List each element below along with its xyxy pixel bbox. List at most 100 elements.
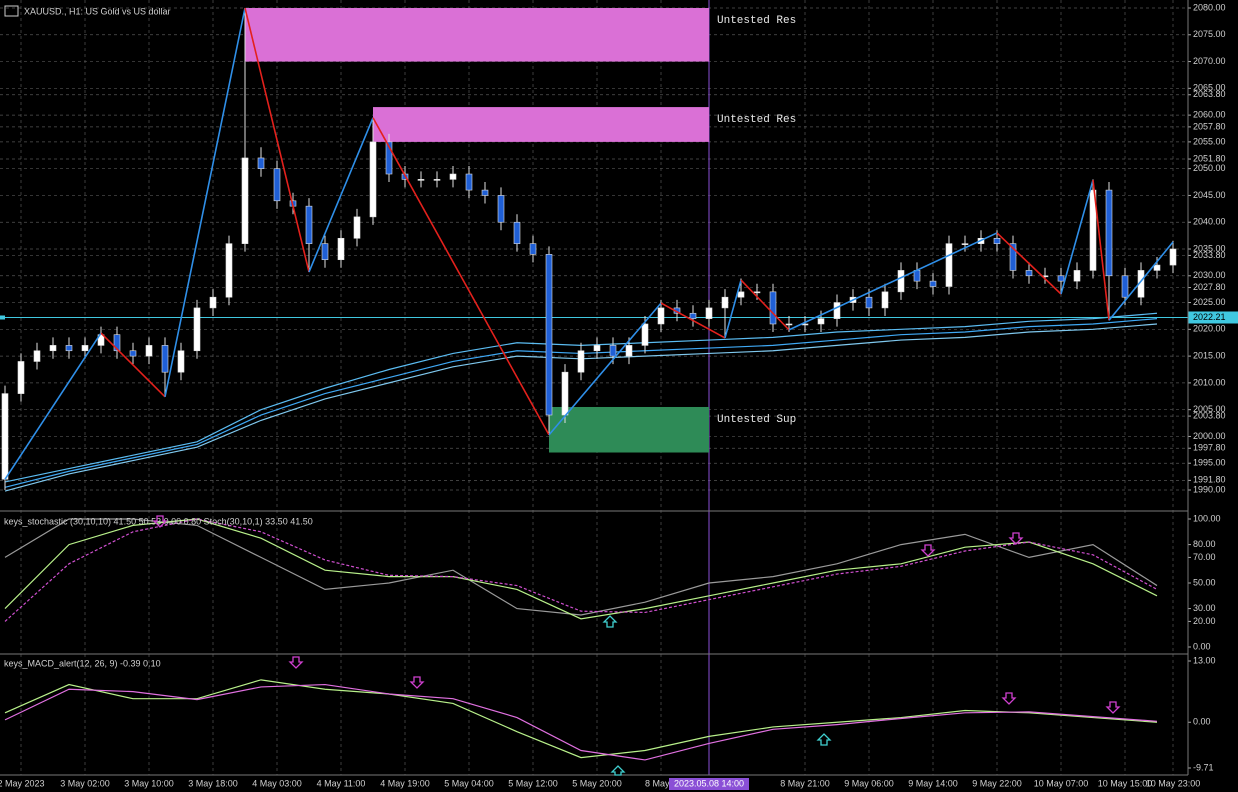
candle-body [721, 296, 729, 309]
down-arrow [1008, 532, 1024, 545]
macd-line [4, 683, 1158, 761]
y-tick-label: 2063.80 [1193, 89, 1226, 99]
x-tick-label: 4 May 19:00 [380, 778, 430, 788]
price-label: 2022.21 [1193, 312, 1226, 322]
y-tick-label: 20.00 [1193, 616, 1216, 626]
y-tick-label: 13.00 [1193, 655, 1216, 665]
zone [373, 107, 709, 142]
x-tick-label: 8 May 0 [645, 778, 677, 788]
candle-body [929, 280, 937, 287]
signal-arrows [602, 615, 832, 776]
zigzag-segment [100, 332, 166, 398]
zone-label: Untested Res [717, 114, 796, 126]
down-arrow [1105, 701, 1121, 714]
candle-body [561, 371, 569, 416]
candle-body [145, 345, 153, 357]
candle-body [449, 173, 457, 180]
zigzag-segment [548, 302, 662, 436]
candle-body [177, 350, 185, 373]
candle-body [897, 270, 905, 293]
candle-body [817, 318, 825, 325]
x-tick-label: 2 May 2023 [0, 778, 45, 788]
zone [549, 406, 709, 453]
candle-body [609, 345, 617, 357]
down-arrow [152, 515, 168, 528]
candle-body [321, 243, 329, 261]
x-tick-label: 4 May 11:00 [317, 778, 366, 788]
price-marker [0, 315, 5, 320]
macd-line [4, 679, 1158, 759]
x-tick-label: 3 May 10:00 [124, 778, 174, 788]
candle-body [161, 345, 169, 373]
up-arrow [610, 765, 626, 776]
y-tick-label: 2015.00 [1193, 350, 1226, 360]
y-tick-label: 1991.80 [1193, 475, 1226, 485]
candle-body [1057, 275, 1065, 282]
candle-body [49, 345, 57, 352]
candle-body [385, 141, 393, 175]
y-tick-label: 1990.00 [1193, 484, 1226, 494]
y-tick-label: 70.00 [1193, 552, 1216, 562]
candle-body [993, 237, 1001, 244]
y-tick-label: 2027.80 [1193, 282, 1226, 292]
zigzag-segment [1092, 179, 1110, 321]
x-tick-label: 3 May 18:00 [188, 778, 238, 788]
zone-label: Untested Sup [717, 414, 796, 426]
zone-label: Untested Res [717, 15, 796, 27]
candle-body [481, 189, 489, 196]
candle-body [865, 296, 873, 309]
candle-body [1089, 189, 1097, 271]
y-tick-label: 80.00 [1193, 539, 1216, 549]
crosshair-label: 2023.05.08 14:00 [674, 778, 744, 788]
y-tick-label: 100.00 [1193, 513, 1221, 523]
candle-body [1, 393, 9, 480]
candle-body [513, 221, 521, 244]
zigzag-segment [740, 279, 790, 331]
zone [245, 8, 709, 62]
zigzag-segment [1060, 179, 1094, 295]
zigzag-segment [308, 117, 374, 273]
x-tick-label: 3 May 02:00 [60, 778, 110, 788]
x-tick-label: 5 May 20:00 [572, 778, 622, 788]
candle-body [705, 307, 713, 319]
candle-body [785, 323, 793, 326]
x-tick-label: 9 May 06:00 [844, 778, 894, 788]
chart-title: XAUUSD., H1: US Gold vs US dollar [24, 6, 171, 16]
candle-body [833, 302, 841, 319]
candle-body [209, 296, 217, 309]
candle-body [577, 350, 585, 373]
y-tick-label: 2055.00 [1193, 136, 1226, 146]
y-tick-label: 2051.80 [1193, 153, 1226, 163]
macd-title: keys_MACD_alert(12, 26, 9) -0.39 0.10 [4, 658, 161, 668]
candle-body [193, 307, 201, 352]
candle-body [225, 243, 233, 298]
candle-body [273, 168, 281, 202]
candle-body [641, 323, 649, 346]
candle-body [417, 179, 425, 181]
x-tick-label: 5 May 12:00 [508, 778, 558, 788]
candle-body [545, 254, 553, 416]
symbol-icon [4, 5, 19, 17]
zigzag-segment [244, 7, 310, 273]
zigzag-segment [1108, 241, 1174, 321]
y-tick-label: 1997.80 [1193, 443, 1226, 453]
x-tick-label: 8 May 21:00 [780, 778, 830, 788]
y-tick-label: 2033.80 [1193, 250, 1226, 260]
zigzag-segment [724, 279, 742, 339]
candle-body [369, 141, 377, 218]
candle-body [961, 243, 969, 245]
y-tick-label: 2035.00 [1193, 243, 1226, 253]
candle-body [337, 237, 345, 261]
candle-body [657, 307, 665, 325]
y-tick-label: 2030.00 [1193, 270, 1226, 280]
down-arrow [288, 656, 304, 669]
candle-body [769, 291, 777, 325]
candle-body [593, 345, 601, 352]
candle-body [81, 345, 89, 352]
zigzag-segment [788, 232, 998, 331]
candle-body [465, 173, 473, 191]
candle-body [305, 205, 313, 244]
zigzag-segment [164, 7, 246, 397]
stochastic-line [4, 518, 1158, 622]
up-arrow [816, 733, 832, 746]
